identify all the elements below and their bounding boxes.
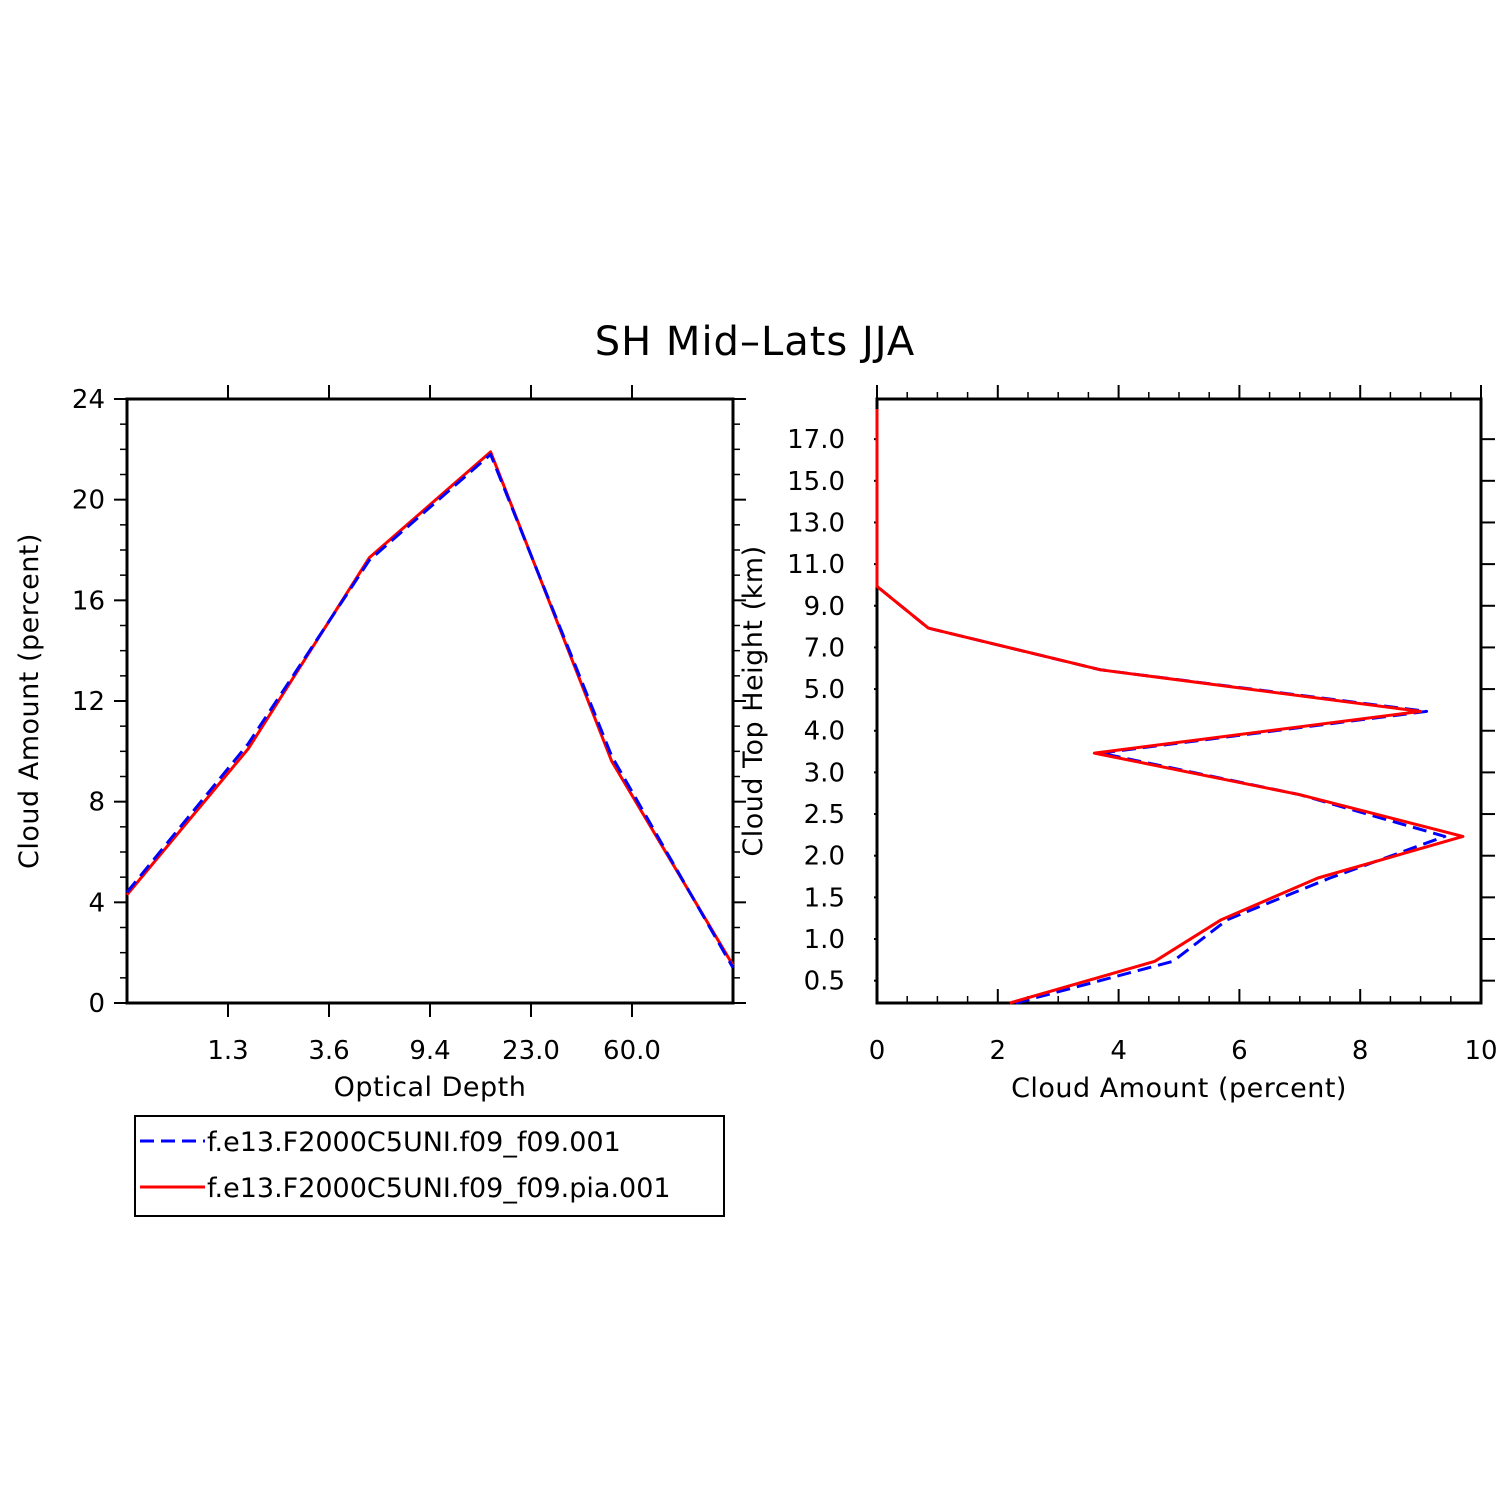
legend-box (134, 1115, 725, 1217)
y-tick-label: 1.5 (804, 883, 845, 913)
y-tick-label: 5.0 (804, 675, 845, 705)
y-tick-label: 0 (88, 989, 105, 1019)
x-tick-label: 0 (869, 1036, 886, 1066)
y-axis-label: Cloud Top Height (km) (738, 545, 769, 856)
y-tick-label: 15.0 (787, 467, 845, 497)
legend-label-series-2: f.e13.F2000C5UNI.f09_f09.pia.001 (207, 1173, 671, 1204)
y-tick-label: 16 (72, 586, 105, 616)
legend-label-series-1: f.e13.F2000C5UNI.f09_f09.001 (207, 1127, 621, 1158)
y-tick-label: 4 (88, 888, 105, 918)
y-tick-label: 2.5 (804, 800, 845, 830)
series-line-2 (125, 450, 735, 967)
y-tick-label: 8 (88, 788, 105, 818)
x-axis-label: Cloud Amount (percent) (1011, 1073, 1347, 1104)
y-tick-label: 12 (72, 687, 105, 717)
x-tick-label: 3.6 (308, 1036, 349, 1066)
y-axis-label: Cloud Amount (percent) (14, 533, 45, 869)
optical-depth-chart: 0 4 8 12 16 20 24 1.3 3.6 9.4 23.0 60.0 Optical Dept… (14, 385, 746, 1103)
y-tick-label: 20 (72, 486, 105, 516)
chart-title: SH Mid–Lats JJA (595, 319, 916, 365)
x-tick-label: 23.0 (502, 1036, 560, 1066)
x-tick-label: 6 (1231, 1036, 1248, 1066)
y-tick-label: 1.0 (804, 925, 845, 955)
plot-frame (875, 397, 1483, 1005)
y-tick-label: 17.0 (787, 425, 845, 455)
y-tick-label: 3.0 (804, 758, 845, 788)
y-tick-label: 24 (72, 385, 105, 415)
x-tick-label: 60.0 (603, 1036, 661, 1066)
y-tick-label: 13.0 (787, 508, 845, 538)
plot-frame (125, 397, 735, 1005)
x-tick-label: 9.4 (409, 1036, 450, 1066)
x-tick-label: 2 (990, 1036, 1007, 1066)
y-tick-label: 7.0 (804, 633, 845, 663)
y-tick-label: 2.0 (804, 842, 845, 872)
x-axis-label: Optical Depth (334, 1072, 527, 1103)
series-line-2 (875, 409, 1465, 1005)
y-tick-label: 0.5 (804, 967, 845, 997)
x-tick-label: 8 (1352, 1036, 1369, 1066)
x-tick-label: 4 (1110, 1036, 1127, 1066)
y-tick-label: 4.0 (804, 717, 845, 747)
series-line-1 (875, 409, 1447, 1005)
series-line-1 (125, 452, 735, 969)
cloud-top-height-chart: 0.5 1.0 1.5 2.0 2.5 3.0 4.0 5.0 7.0 9.0 11.0 13.0 15… (738, 385, 1498, 1104)
x-tick-label: 1.3 (207, 1036, 248, 1066)
y-tick-label: 9.0 (804, 592, 845, 622)
x-tick-label: 10 (1464, 1036, 1497, 1066)
legend: f.e13.F2000C5UNI.f09_f09.001 f.e13.F2000… (134, 1115, 725, 1217)
y-tick-label: 11.0 (787, 550, 845, 580)
